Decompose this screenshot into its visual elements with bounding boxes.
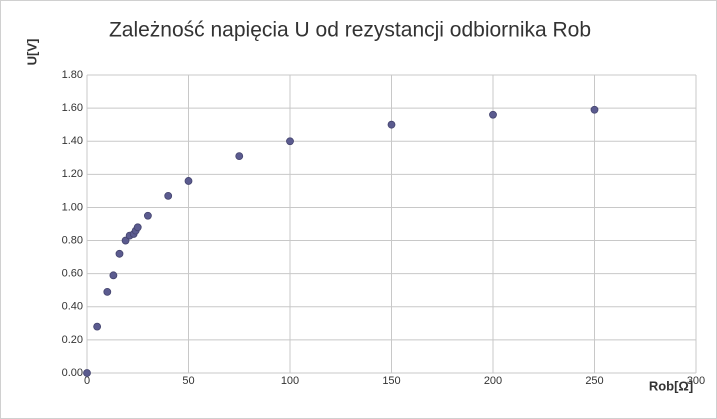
point <box>235 152 244 161</box>
y-tick-label: 1.80 <box>62 69 83 81</box>
point <box>184 177 193 185</box>
y-tick-label: 0.60 <box>62 268 83 280</box>
point <box>489 110 497 119</box>
point <box>590 105 599 114</box>
point <box>109 271 118 280</box>
point <box>103 287 112 296</box>
point <box>387 120 396 129</box>
y-axis-label: U[V] <box>24 39 39 66</box>
x-axis-label: Rob[Ω] <box>649 378 693 393</box>
point <box>93 322 102 331</box>
x-tick-label: 0 <box>84 375 90 387</box>
y-tick-label: 0.00 <box>62 367 83 379</box>
y-tick-label: 0.20 <box>62 334 83 346</box>
y-tick-label: 1.20 <box>62 168 83 180</box>
x-tick-label: 200 <box>484 375 502 387</box>
point <box>115 249 124 258</box>
point <box>286 137 294 146</box>
chart-title: Zależność napięcia U od rezystancji odbi… <box>109 19 591 42</box>
point <box>164 191 173 200</box>
y-tick-label: 0.40 <box>62 301 83 313</box>
point <box>83 369 91 377</box>
point <box>133 223 142 232</box>
x-tick-label: 100 <box>281 375 299 387</box>
y-tick-label: 1.40 <box>62 135 83 147</box>
y-tick-label: 0.80 <box>62 234 83 246</box>
point <box>121 236 130 245</box>
x-tick-label: 250 <box>585 375 603 387</box>
y-tick-label: 1.60 <box>62 102 83 114</box>
x-tick-label: 50 <box>182 375 194 387</box>
point <box>143 211 152 220</box>
x-tick-label: 300 <box>687 375 705 387</box>
x-tick-label: 150 <box>382 375 400 387</box>
y-tick-label: 1.00 <box>62 201 83 213</box>
